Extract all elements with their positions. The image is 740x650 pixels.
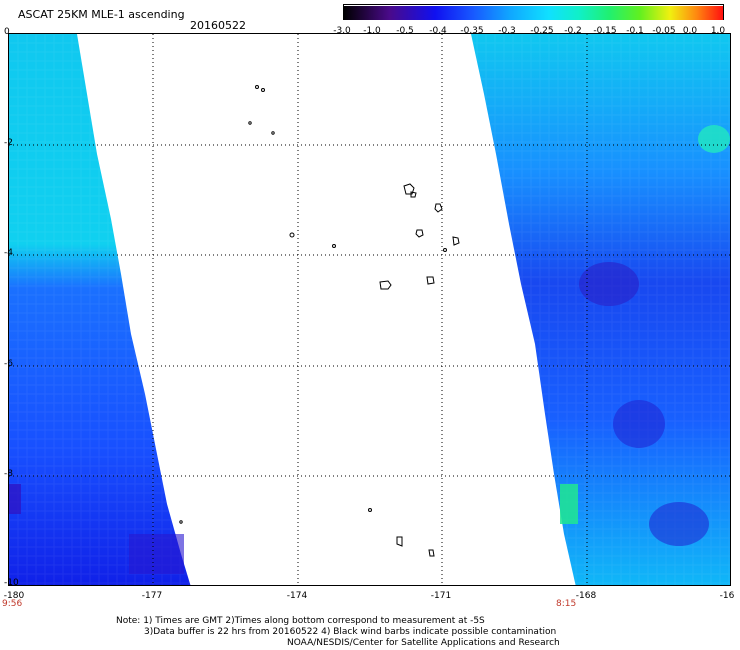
colorbar-gradient bbox=[344, 6, 723, 20]
colorbar-label: -0.3 bbox=[498, 26, 516, 36]
right-swath-green-patch bbox=[560, 484, 578, 524]
left-swath-texture bbox=[9, 34, 191, 585]
map-canvas bbox=[9, 34, 730, 585]
note-line-1: Note: 1) Times are GMT 2)Times along bot… bbox=[116, 616, 485, 626]
graticule bbox=[9, 34, 730, 585]
y-tick-label: -8 bbox=[4, 469, 13, 479]
x-tick-label: -171 bbox=[430, 591, 452, 601]
map-title: ASCAT 25KM MLE-1 ascending bbox=[18, 8, 185, 21]
colorbar-label: 1.0 bbox=[710, 26, 726, 36]
y-tick-label: -4 bbox=[4, 248, 13, 258]
coastlines bbox=[179, 85, 460, 557]
y-tick-label: 0 bbox=[4, 27, 10, 37]
x-tick-label: -177 bbox=[141, 591, 163, 601]
colorbar-label: -0.5 bbox=[396, 26, 414, 36]
colorbar-label: 0.0 bbox=[682, 26, 698, 36]
colorbar-label: -0.4 bbox=[429, 26, 447, 36]
right-swath-dark-patch bbox=[579, 262, 639, 306]
colorbar-label: -3.0 bbox=[333, 26, 351, 36]
colorbar-label: -0.35 bbox=[460, 26, 484, 36]
y-tick-label: -10 bbox=[4, 578, 19, 588]
x-tick-label: -168 bbox=[575, 591, 597, 601]
colorbar-label: -0.25 bbox=[530, 26, 554, 36]
left-swath-dark-patch bbox=[129, 534, 184, 574]
colorbar-label: -1.0 bbox=[363, 26, 381, 36]
colorbar-label: -0.2 bbox=[564, 26, 582, 36]
right-swath-texture bbox=[471, 34, 730, 585]
x-tick-label: -174 bbox=[286, 591, 308, 601]
colorbar-label: -0.1 bbox=[626, 26, 644, 36]
x-tick-label: -180 bbox=[3, 591, 25, 601]
right-swath-green-patch bbox=[698, 125, 730, 153]
map-date: 20160522 bbox=[190, 19, 246, 32]
y-tick-label: -6 bbox=[4, 359, 13, 369]
colorbar-label: -0.15 bbox=[593, 26, 617, 36]
colorbar bbox=[343, 4, 724, 20]
pass-time-left: 9:56 bbox=[2, 599, 23, 609]
right-swath-dark-patch bbox=[649, 502, 709, 546]
note-line-3: NOAA/NESDIS/Center for Satellite Applica… bbox=[287, 638, 560, 648]
note-line-2: 3)Data buffer is 22 hrs from 20160522 4)… bbox=[144, 627, 557, 637]
right-swath-dark-patch bbox=[613, 400, 665, 448]
map-panel bbox=[8, 33, 731, 586]
colorbar-labels: -3.0 -1.0 -0.5 -0.4 -0.35 -0.3 -0.25 -0.… bbox=[330, 26, 730, 38]
x-tick-label: -16 bbox=[719, 591, 735, 601]
colorbar-label: -0.05 bbox=[652, 26, 676, 36]
left-swath-dark-patch bbox=[9, 484, 21, 514]
y-tick-label: -2 bbox=[4, 138, 13, 148]
pass-time-right: 8:15 bbox=[556, 599, 577, 609]
